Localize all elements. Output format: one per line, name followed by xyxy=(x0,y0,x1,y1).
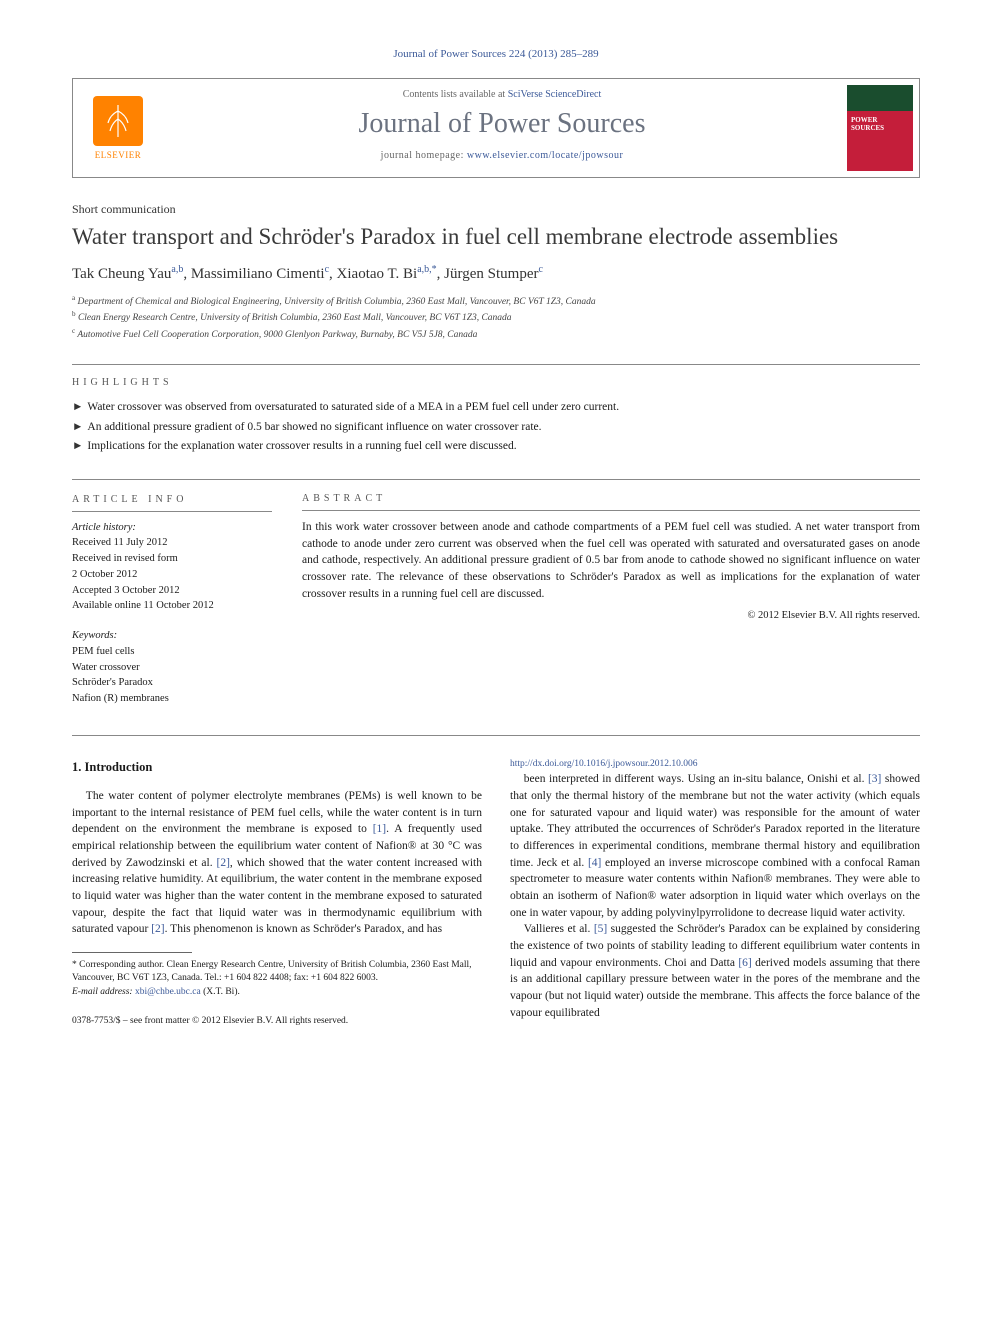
keywords-lines: PEM fuel cellsWater crossoverSchröder's … xyxy=(72,644,272,707)
history-label: Article history: xyxy=(72,520,272,536)
sciencedirect-link[interactable]: SciVerse ScienceDirect xyxy=(508,89,602,100)
authors: Tak Cheung Yaua,b, Massimiliano Cimentic… xyxy=(72,264,920,283)
footnotes: * Corresponding author. Clean Energy Res… xyxy=(72,959,482,999)
affiliations: a Department of Chemical and Biological … xyxy=(72,293,920,342)
divider xyxy=(72,511,272,512)
journal-cover-thumb xyxy=(847,85,913,171)
abstract-column: abstract In this work water crossover be… xyxy=(302,492,920,707)
publisher-logo-cell: ELSEVIER xyxy=(73,79,163,177)
email-line: E-mail address: xbi@chbe.ubc.ca (X.T. Bi… xyxy=(72,986,482,999)
corresponding-author: * Corresponding author. Clean Energy Res… xyxy=(72,959,482,986)
article-info-column: article info Article history: Received 1… xyxy=(72,492,272,707)
divider xyxy=(72,364,920,365)
journal-header-box: ELSEVIER Contents lists available at Sci… xyxy=(72,78,920,178)
paragraph: been interpreted in different ways. Usin… xyxy=(510,771,920,921)
email-link[interactable]: xbi@chbe.ubc.ca xyxy=(135,987,201,997)
divider xyxy=(72,479,920,480)
contents-prefix: Contents lists available at xyxy=(403,89,508,100)
footer-doi: http://dx.doi.org/10.1016/j.jpowsour.201… xyxy=(510,758,920,771)
doi-link[interactable]: http://dx.doi.org/10.1016/j.jpowsour.201… xyxy=(510,759,697,769)
journal-reference: Journal of Power Sources 224 (2013) 285–… xyxy=(72,48,920,60)
email-label: E-mail address: xyxy=(72,987,135,997)
abstract-text: In this work water crossover between ano… xyxy=(302,519,920,602)
copyright: © 2012 Elsevier B.V. All rights reserved… xyxy=(302,608,920,623)
section-heading-1: 1. Introduction xyxy=(72,758,482,776)
divider xyxy=(302,510,920,511)
footnote-separator xyxy=(72,952,192,953)
highlights-list: ►Water crossover was observed from overs… xyxy=(72,398,920,457)
highlights-label: highlights xyxy=(72,377,920,388)
paragraph: Vallieres et al. [5] suggested the Schrö… xyxy=(510,921,920,1021)
divider xyxy=(72,735,920,736)
email-suffix: (X.T. Bi). xyxy=(201,987,240,997)
contents-line: Contents lists available at SciVerse Sci… xyxy=(171,89,833,100)
history-lines: Received 11 July 2012Received in revised… xyxy=(72,535,272,614)
header-center: Contents lists available at SciVerse Sci… xyxy=(163,79,841,177)
body-text: 1. Introduction The water content of pol… xyxy=(72,758,920,1033)
footer-issn: 0378-7753/$ – see front matter © 2012 El… xyxy=(72,1015,482,1028)
article-title: Water transport and Schröder's Paradox i… xyxy=(72,223,920,252)
homepage-line: journal homepage: www.elsevier.com/locat… xyxy=(171,150,833,161)
elsevier-logo-icon xyxy=(93,96,143,146)
article-info-label: article info xyxy=(72,492,272,507)
paragraph: The water content of polymer electrolyte… xyxy=(72,788,482,938)
publisher-label: ELSEVIER xyxy=(95,150,142,160)
homepage-prefix: journal homepage: xyxy=(381,150,467,161)
homepage-link[interactable]: www.elsevier.com/locate/jpowsour xyxy=(467,150,623,161)
abstract-label: abstract xyxy=(302,492,920,507)
keywords-label: Keywords: xyxy=(72,628,272,644)
cover-cell xyxy=(841,79,919,177)
journal-name: Journal of Power Sources xyxy=(171,108,833,140)
article-type: Short communication xyxy=(72,202,920,217)
